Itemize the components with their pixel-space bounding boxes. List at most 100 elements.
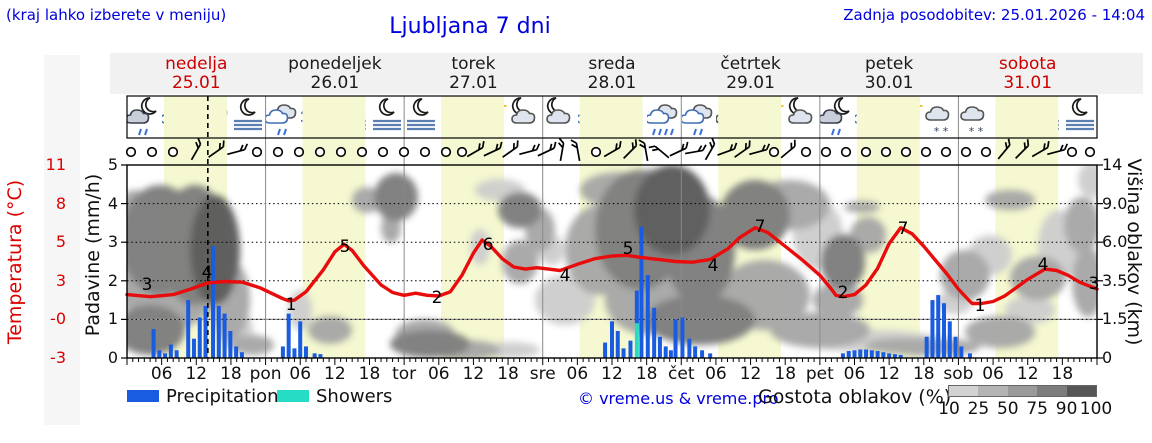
precip-bar <box>312 353 317 358</box>
precip-bar <box>168 344 173 358</box>
cloud-tick: 14 <box>1102 155 1123 174</box>
precip-bar <box>186 300 191 358</box>
cloud-blob <box>374 173 418 221</box>
precip-bar <box>216 305 221 358</box>
precipitation-legend-label: Precipitation <box>166 386 279 407</box>
calm-wind-icon <box>590 146 602 158</box>
day-date: 31.01 <box>1003 73 1053 93</box>
density-tick-label: 25 <box>967 399 990 419</box>
day-date: 29.01 <box>726 73 775 93</box>
calm-wind-icon <box>167 146 179 158</box>
wind-barb-icon <box>684 144 707 155</box>
calm-wind-icon <box>920 146 932 158</box>
temp-tick: 5 <box>55 232 66 252</box>
moon-cloud-icon <box>508 96 543 138</box>
cloud-blob <box>127 305 185 355</box>
day-name: ponedeljek <box>288 54 382 74</box>
precip-bar <box>941 303 946 358</box>
precip-tick: 5 <box>107 155 118 174</box>
precip-bar <box>869 350 874 358</box>
calm-wind-icon <box>980 146 992 158</box>
calm-wind-icon <box>251 146 263 158</box>
calm-wind-icon <box>880 146 892 158</box>
wind-barb-icon <box>466 141 485 158</box>
cloud-blob <box>985 190 1035 210</box>
day-header-ponedeljek: ponedeljek 26.01 <box>266 55 405 93</box>
wind-row <box>125 137 1096 162</box>
temperature-label: 1 <box>286 295 297 315</box>
hour-label: 18 <box>912 364 935 384</box>
density-segment <box>1037 386 1067 396</box>
cloud-blob <box>1005 296 1055 324</box>
hour-label: 12 <box>462 364 485 384</box>
wind-barb-icon <box>483 141 503 157</box>
density-segment <box>949 386 979 396</box>
day-date: 30.01 <box>864 73 914 93</box>
day-name: sreda <box>588 54 636 74</box>
temperature-label: 4 <box>560 266 571 286</box>
day-abbr-label: pon <box>249 364 282 384</box>
precip-bar <box>239 352 244 358</box>
cloud-blob <box>965 316 1035 348</box>
temperature-label: 7 <box>898 219 909 239</box>
precip-bar <box>673 319 678 358</box>
cloud-tick: 6.0 <box>1102 232 1128 252</box>
wind-barb-icon <box>557 137 565 162</box>
day-header-petek: petek 30.01 <box>820 55 959 93</box>
calm-wind-icon <box>356 146 368 158</box>
wind-barb-icon <box>669 141 689 157</box>
cloud-snow-icon: * * <box>924 96 959 138</box>
hour-label: 12 <box>601 364 623 384</box>
cloud-tick: 3.5 <box>1102 270 1128 290</box>
cloud-rain-icon <box>681 96 716 138</box>
wind-barb-icon <box>519 143 541 156</box>
precip-bar <box>936 295 941 358</box>
day-header-sreda: sreda 28.01 <box>543 55 682 93</box>
wind-barb-icon <box>780 139 796 159</box>
cloud-tick: 1.5 <box>1102 309 1128 329</box>
precip-tick: 4 <box>107 193 118 213</box>
day-abbr-label: sre <box>529 364 556 384</box>
hour-label: 12 <box>739 364 762 384</box>
cloud-blob <box>813 282 863 318</box>
cloud-density-title: Gostota oblakov (%) <box>758 386 952 408</box>
day-date: 28.01 <box>587 73 637 93</box>
hour-label: 18 <box>635 364 658 384</box>
day-header-sobota: sobota 31.01 <box>958 55 1097 93</box>
moon-fog-icon <box>404 96 439 138</box>
precip-bar <box>700 350 705 358</box>
day-name: sobota <box>998 54 1057 74</box>
precip-bar <box>668 350 673 358</box>
precip-bar <box>191 338 196 358</box>
wind-barb-icon <box>749 143 771 156</box>
temperature-label: 4 <box>202 263 213 283</box>
wind-barb-icon <box>997 138 1011 160</box>
cloud-density-scale <box>948 385 1097 397</box>
precip-bar <box>318 354 323 358</box>
precip-bar <box>864 349 869 358</box>
density-segment <box>978 386 1008 396</box>
temperature-label: 4 <box>1038 255 1049 275</box>
wind-barb-icon <box>648 145 670 159</box>
precip-bar <box>603 342 608 358</box>
cloud-blob <box>821 234 865 290</box>
cloud-tick: 9.0 <box>1102 193 1128 213</box>
calm-wind-icon <box>456 146 468 158</box>
hour-label: 18 <box>497 364 519 384</box>
precip-bar <box>652 307 657 358</box>
calm-wind-icon <box>860 146 872 158</box>
credit-link[interactable]: © vreme.us & vreme.pro <box>578 389 779 408</box>
hour-label: 06 <box>289 364 312 384</box>
wind-barb-icon <box>734 140 751 158</box>
precip-bar <box>852 350 857 358</box>
page-title: Ljubljana 7 dni <box>389 14 551 39</box>
daylight-band <box>302 96 366 358</box>
calm-wind-icon <box>272 146 284 158</box>
calm-wind-icon <box>314 146 326 158</box>
hour-label: 12 <box>324 364 346 384</box>
precip-bar <box>693 346 698 358</box>
day-header-band <box>110 53 1143 94</box>
wind-barb-icon <box>208 140 225 158</box>
calm-wind-icon <box>125 146 137 158</box>
hour-label: 06 <box>150 364 173 384</box>
